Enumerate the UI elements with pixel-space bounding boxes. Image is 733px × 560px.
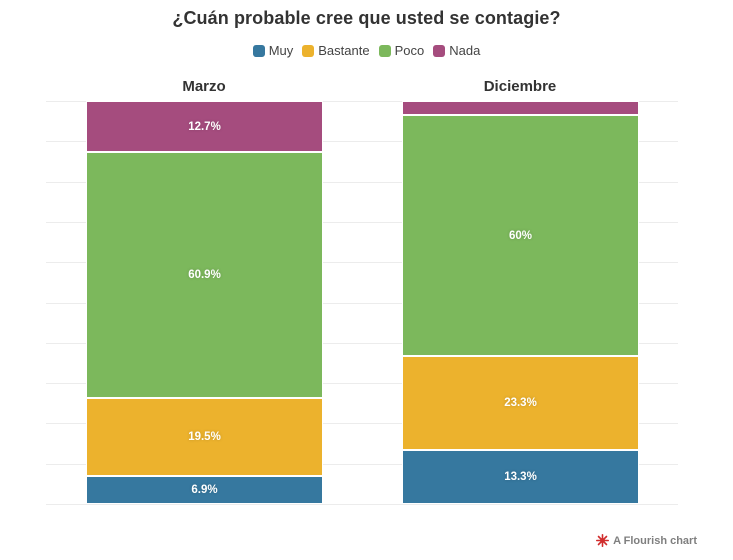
segment-value-label: 60% <box>508 229 533 242</box>
segment-value-label: 19.5% <box>188 430 221 443</box>
flourish-logo-icon <box>596 534 610 547</box>
gridline <box>46 141 678 143</box>
legend-item-bastante[interactable]: Bastante <box>302 43 370 58</box>
column-header-diciembre: Diciembre <box>483 78 557 95</box>
legend: Muy Bastante Poco Nada <box>0 43 733 58</box>
gridline <box>46 463 678 465</box>
segment-bastante-diciembre[interactable]: 23.3% <box>402 356 639 451</box>
gridline <box>46 221 678 223</box>
legend-swatch-icon <box>433 44 446 57</box>
legend-item-muy[interactable]: Muy <box>252 43 294 58</box>
gridline <box>46 181 678 183</box>
legend-label: Bastante <box>318 43 370 58</box>
legend-swatch-icon <box>378 44 391 57</box>
gridline <box>46 383 678 385</box>
gridline <box>46 342 678 344</box>
bar-diciembre: 60% 23.3% 13.3% <box>402 101 639 504</box>
gridline <box>46 504 678 505</box>
chart-title: ¿Cuán probable cree que usted se contagi… <box>172 8 561 28</box>
segment-value-label: 23.3% <box>504 397 537 410</box>
segment-muy-marzo[interactable]: 6.9% <box>86 476 323 504</box>
segment-bastante-marzo[interactable]: 19.5% <box>86 397 323 477</box>
legend-label: Muy <box>268 43 294 58</box>
segment-value-label: 13.3% <box>504 471 537 484</box>
segment-muy-diciembre[interactable]: 13.3% <box>402 450 639 504</box>
attribution-text: A Flourish chart <box>613 534 697 547</box>
segment-poco-diciembre[interactable]: 60% <box>402 114 639 357</box>
bar-marzo: 12.7% 60.9% 19.5% 6.9% <box>86 101 323 504</box>
segment-nada-diciembre[interactable] <box>402 101 639 115</box>
gridline <box>46 101 678 102</box>
legend-label: Nada <box>449 43 481 58</box>
plot-area: 12.7% 60.9% 19.5% 6.9% 60% 23.3% 13.3% <box>46 100 678 505</box>
flourish-attribution[interactable]: A Flourish chart <box>596 534 697 547</box>
segment-nada-marzo[interactable]: 12.7% <box>86 101 323 153</box>
legend-item-poco[interactable]: Poco <box>378 43 425 58</box>
gridline <box>46 423 678 425</box>
legend-label: Poco <box>394 43 425 58</box>
segment-value-label: 12.7% <box>188 120 221 133</box>
segment-value-label: 6.9% <box>191 484 218 497</box>
legend-swatch-icon <box>252 44 265 57</box>
segment-value-label: 60.9% <box>188 268 221 281</box>
legend-item-nada[interactable]: Nada <box>433 43 480 58</box>
legend-swatch-icon <box>302 44 315 57</box>
gridline <box>46 302 678 304</box>
column-header-marzo: Marzo <box>182 78 226 95</box>
segment-poco-marzo[interactable]: 60.9% <box>86 152 323 398</box>
gridline <box>46 262 678 264</box>
